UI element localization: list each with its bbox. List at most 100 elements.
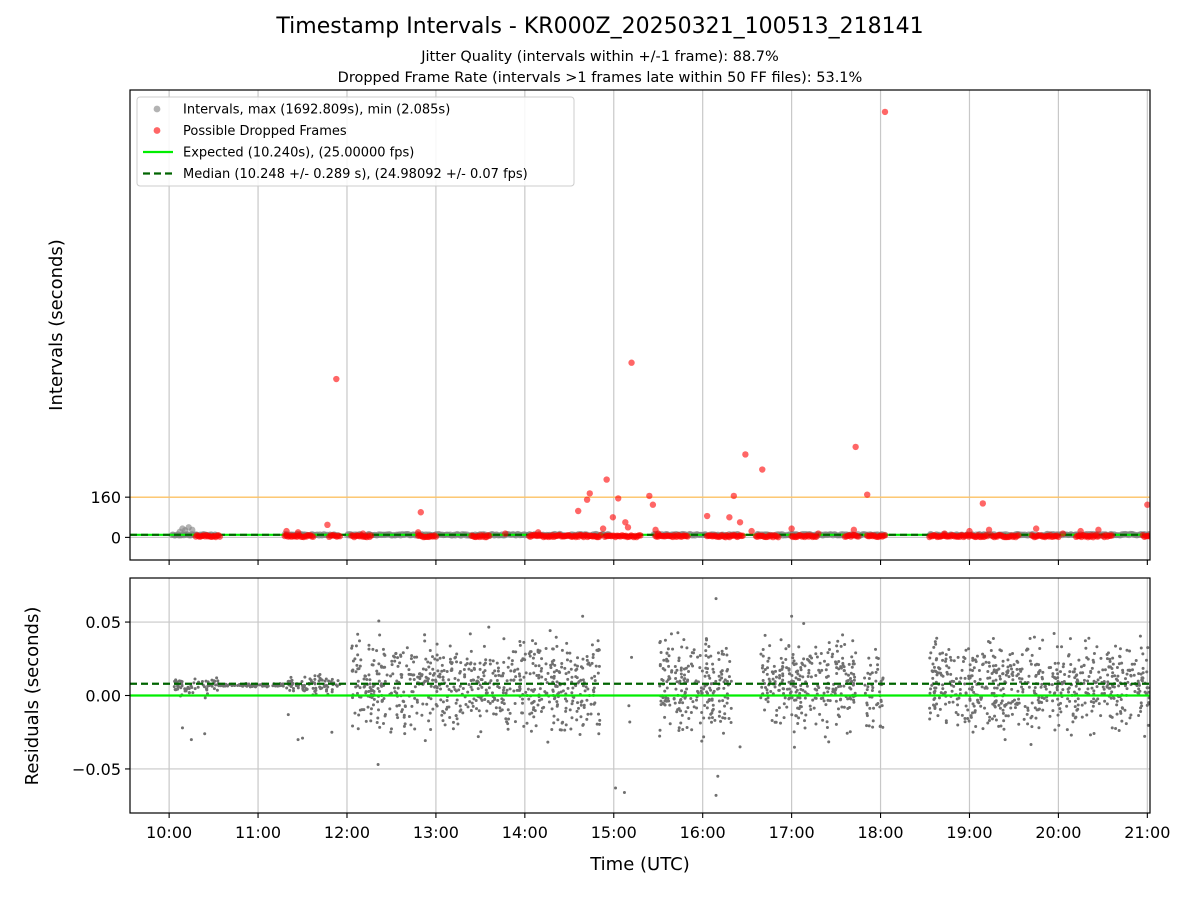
residual-point xyxy=(825,675,829,679)
residual-point xyxy=(689,654,693,658)
residual-point xyxy=(690,728,694,732)
residual-point xyxy=(502,688,506,692)
residual-point xyxy=(566,686,570,690)
residual-point xyxy=(967,719,971,723)
residual-point xyxy=(585,698,589,702)
residual-point xyxy=(555,684,559,688)
residual-point xyxy=(847,673,851,677)
residual-point xyxy=(410,704,414,708)
residual-point xyxy=(557,691,561,695)
residual-point xyxy=(402,690,406,694)
residual-point xyxy=(563,728,567,732)
residual-point xyxy=(1020,677,1024,681)
residual-point xyxy=(1068,699,1072,703)
residual-point xyxy=(1146,723,1150,727)
residual-point xyxy=(441,709,445,713)
x-tick-label: 18:00 xyxy=(857,823,903,842)
residual-point xyxy=(582,705,586,709)
residual-point xyxy=(456,722,460,726)
residual-point xyxy=(570,716,574,720)
residual-point xyxy=(1093,681,1097,685)
residual-point xyxy=(1073,676,1077,680)
residual-point xyxy=(682,673,686,677)
residual-point xyxy=(763,708,767,712)
residual-point xyxy=(867,656,871,660)
residual-point xyxy=(501,691,505,695)
residual-point xyxy=(994,671,998,675)
residual-point xyxy=(1139,709,1143,713)
residual-point xyxy=(515,688,519,692)
residual-point xyxy=(692,651,696,655)
residual-point xyxy=(1006,665,1010,669)
residual-point xyxy=(521,701,525,705)
residual-point xyxy=(765,688,769,692)
residual-point xyxy=(679,721,683,725)
dropped-frame-point xyxy=(583,496,591,503)
residual-point xyxy=(979,704,983,708)
residual-point xyxy=(377,689,381,693)
dropped-frame-point xyxy=(979,500,987,507)
residual-point xyxy=(835,671,839,675)
dropped-frame-point xyxy=(586,490,593,497)
residual-point xyxy=(1040,696,1044,700)
residual-point xyxy=(560,662,564,666)
residual-point xyxy=(1011,670,1015,674)
residual-point xyxy=(522,675,526,679)
residual-point xyxy=(1055,688,1059,692)
residual-point xyxy=(834,722,838,726)
residual-point xyxy=(1145,658,1149,662)
residual-point xyxy=(968,676,972,680)
residual-point xyxy=(524,671,528,675)
residual-point xyxy=(377,662,381,666)
residual-point xyxy=(180,726,184,730)
residual-points xyxy=(172,597,1150,797)
residual-point xyxy=(694,698,698,702)
residual-point xyxy=(695,706,699,710)
residual-point xyxy=(841,633,845,637)
residual-point xyxy=(1073,705,1077,709)
residual-point xyxy=(550,728,554,732)
residual-point xyxy=(425,702,429,706)
residual-point xyxy=(356,653,360,657)
residual-point xyxy=(803,664,807,668)
residual-point xyxy=(703,674,707,678)
residual-point xyxy=(1114,644,1118,648)
residual-point xyxy=(790,614,794,618)
dropped-frame-point xyxy=(1015,532,1022,539)
residual-point xyxy=(435,686,439,690)
dropped-frame-point xyxy=(881,108,889,116)
residual-point xyxy=(448,716,452,720)
residual-point xyxy=(798,674,802,678)
top-y-tick-label: 0 xyxy=(111,528,121,547)
residual-point xyxy=(502,686,506,690)
residual-point xyxy=(781,665,785,669)
residual-point xyxy=(1123,684,1127,688)
residual-point xyxy=(952,659,956,663)
residual-point xyxy=(1052,692,1056,696)
residual-point xyxy=(187,687,191,691)
dropped-frame-point xyxy=(615,495,622,502)
residual-point xyxy=(1033,706,1037,710)
residual-point xyxy=(1086,657,1090,661)
residual-point xyxy=(812,706,816,710)
residual-point xyxy=(1117,662,1121,666)
residual-point xyxy=(403,704,407,708)
residual-point xyxy=(839,697,843,701)
residual-point xyxy=(1022,717,1026,721)
residual-point xyxy=(421,667,425,671)
residual-point xyxy=(512,689,516,693)
residual-point xyxy=(289,675,293,679)
residual-point xyxy=(866,685,870,689)
residual-point xyxy=(475,707,479,711)
residual-point xyxy=(658,663,662,667)
residual-point xyxy=(835,644,839,648)
residual-point xyxy=(590,676,594,680)
residual-point xyxy=(536,650,540,654)
residual-point xyxy=(1053,661,1057,665)
residual-point xyxy=(826,698,830,702)
dropped-frame-point xyxy=(637,532,644,539)
residual-point xyxy=(952,680,956,684)
residual-point xyxy=(486,699,490,703)
residual-point xyxy=(935,636,939,640)
residual-point xyxy=(313,674,317,678)
